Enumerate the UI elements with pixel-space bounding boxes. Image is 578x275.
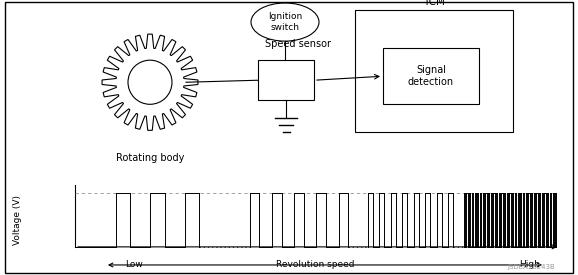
Bar [383,48,479,104]
Text: Signal
detection: Signal detection [408,65,454,87]
Text: Ignition
switch: Ignition switch [268,12,302,32]
Bar [258,60,314,100]
Text: Speed sensor: Speed sensor [265,39,331,49]
Text: Low: Low [125,260,143,270]
Text: Rotating body: Rotating body [116,153,184,163]
Polygon shape [102,34,198,130]
Ellipse shape [251,3,319,41]
Text: Revolution speed: Revolution speed [276,260,354,270]
Circle shape [128,60,172,104]
Text: Voltage (V): Voltage (V) [13,195,23,245]
Text: TCM: TCM [423,0,445,7]
Bar [355,10,513,132]
Text: JSDEA18243B: JSDEA18243B [507,263,555,270]
Text: High: High [520,260,540,270]
